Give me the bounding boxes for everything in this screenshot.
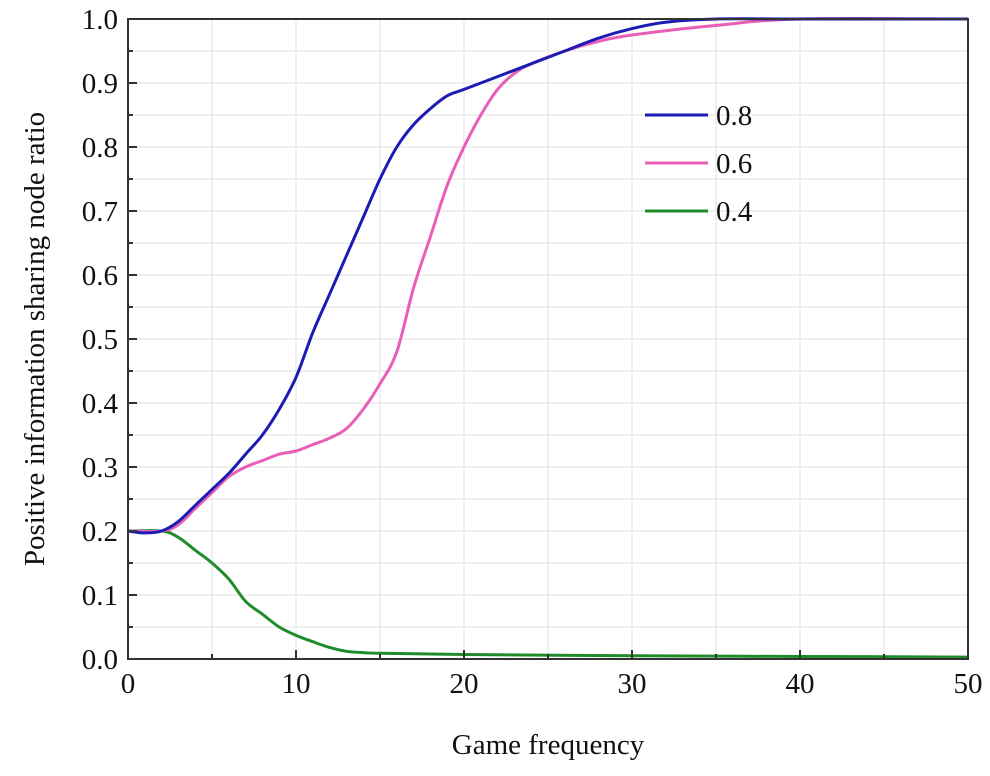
x-tick-labels: 0 10 20 30 40 50 (121, 668, 983, 700)
x-tick-label: 0 (121, 668, 136, 700)
x-tick-label: 40 (786, 668, 815, 700)
x-tick-label: 50 (954, 668, 983, 700)
legend-label-0.4: 0.4 (716, 196, 753, 228)
y-tick-label: 0.3 (82, 452, 118, 484)
grid (127, 18, 969, 660)
y-tick-label: 1.0 (82, 4, 118, 36)
y-tick-label: 0.5 (82, 324, 118, 356)
ticks (127, 18, 969, 660)
y-tick-label: 0.6 (82, 260, 118, 292)
series-line-0.6 (127, 17, 969, 533)
y-tick-label: 0.8 (82, 132, 118, 164)
legend-label-0.8: 0.8 (716, 100, 752, 132)
x-tick-label: 30 (618, 668, 647, 700)
series-lines (127, 17, 969, 659)
series-line-0.4 (127, 529, 969, 659)
y-tick-label: 0.7 (82, 196, 118, 228)
legend-label-0.6: 0.6 (716, 148, 752, 180)
x-tick-label: 10 (282, 668, 311, 700)
legend: 0.8 0.6 0.4 (645, 100, 753, 228)
y-tick-labels: 0.0 0.1 0.2 0.3 0.4 0.5 0.6 0.7 0.8 0.9 1.0 (82, 4, 119, 676)
y-axis-title: Positive information sharing node ratio (19, 112, 51, 566)
x-axis-title: Game frequency (452, 729, 645, 761)
y-tick-label: 0.0 (82, 644, 118, 676)
y-tick-label: 0.4 (82, 388, 119, 420)
y-tick-label: 0.1 (82, 580, 118, 612)
x-tick-label: 20 (450, 668, 479, 700)
y-tick-label: 0.9 (82, 68, 118, 100)
series-line-0.8 (127, 17, 968, 535)
y-tick-label: 0.2 (82, 516, 118, 548)
